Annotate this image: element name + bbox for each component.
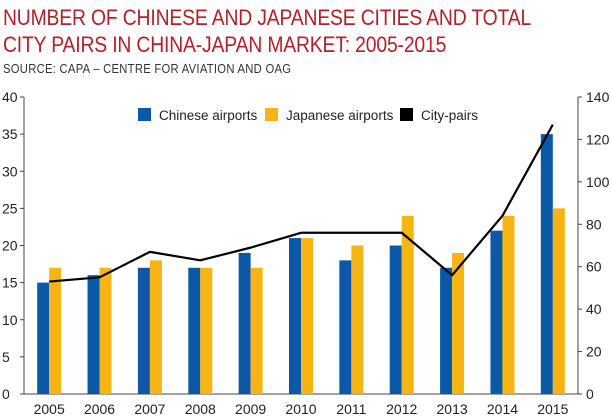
x-tick-label: 2013	[437, 401, 468, 417]
y-left-tick-label: 0	[2, 386, 10, 402]
chinese-airports-bar	[188, 267, 201, 394]
legend-label: City-pairs	[421, 108, 478, 123]
y-left-tick-label: 40	[2, 89, 18, 105]
x-tick-label: 2009	[235, 401, 266, 417]
x-tick-label: 2006	[84, 401, 115, 417]
y-left-tick-label: 25	[2, 200, 18, 216]
city-pairs-line	[49, 124, 554, 283]
chinese-airports-bar	[37, 282, 50, 394]
japanese-airports-bar	[502, 215, 515, 394]
chinese-airports-bar	[87, 275, 100, 394]
japanese-airports-bar	[99, 267, 112, 394]
chart-title-line-1: NUMBER OF CHINESE AND JAPANESE CITIES AN…	[3, 5, 532, 30]
x-tick-label: 2015	[537, 401, 568, 417]
legend-label: Japanese airports	[286, 108, 394, 123]
city-pairs-series-line	[49, 124, 554, 283]
japanese-airports-bar	[401, 215, 414, 394]
japanese-airports-bar	[552, 208, 565, 394]
chinese-airports-bar	[137, 267, 150, 394]
y-left-tick-label: 35	[2, 126, 18, 142]
x-tick-label: 2012	[386, 401, 417, 417]
japanese-airports-bar	[250, 267, 263, 394]
legend: Chinese airports Japanese airports City-pa…	[138, 108, 478, 123]
x-tick-label: 2011	[336, 401, 366, 417]
y-left-tick-label: 30	[2, 163, 18, 179]
chinese-airports-bar	[490, 230, 503, 394]
japanese-airports-bar	[351, 245, 364, 394]
y-right-tick-label: 0	[586, 386, 594, 402]
japanese-airports-bar	[49, 267, 62, 394]
y-right-tick-label: 60	[586, 259, 602, 275]
chinese-airports-bar	[540, 134, 553, 394]
y-right-tick-label: 120	[586, 131, 610, 147]
x-tick-label: 2008	[185, 401, 216, 417]
legend-chinese-airports: Chinese airports	[138, 108, 258, 123]
chinese-airports-bar	[440, 267, 453, 394]
japanese-airports-bar	[301, 238, 313, 394]
chart-title: NUMBER OF CHINESE AND JAPANESE CITIES AN…	[3, 4, 532, 58]
x-tick-label: 2010	[285, 401, 316, 417]
y-left-tick-label: 15	[2, 275, 18, 291]
legend-label: Chinese airports	[159, 108, 258, 123]
y-left-tick-label: 20	[2, 238, 18, 254]
bars	[37, 134, 565, 394]
y-axis-left: 0 5 10 15 20 25 30 35 40	[2, 89, 25, 402]
chinese-airports-bar	[238, 252, 251, 394]
legend-swatch	[400, 108, 413, 121]
chinese-airports-bar	[289, 238, 301, 394]
x-axis: 2005 2006 2007 2008 2009 2010 2011 2012 2013 2014…	[24, 393, 578, 417]
legend-japanese-airports: Japanese airports	[265, 108, 394, 123]
y-right-tick-label: 140	[586, 89, 610, 105]
y-right-tick-label: 40	[586, 301, 602, 317]
y-left-tick-label: 10	[2, 312, 18, 328]
y-axis-right: 0 20 40 60 80 100 120 140	[577, 89, 610, 402]
legend-city-pairs: City-pairs	[400, 108, 478, 123]
chinese-airports-bar	[389, 245, 402, 394]
legend-swatch	[138, 108, 151, 121]
y-right-tick-label: 80	[586, 216, 602, 232]
y-right-tick-label: 100	[586, 174, 610, 190]
japanese-airports-bar	[452, 252, 465, 394]
y-right-tick-label: 20	[586, 344, 602, 360]
x-tick-label: 2007	[134, 401, 165, 417]
chart-title-line-2: CITY PAIRS IN CHINA-JAPAN MARKET: 2005-2…	[3, 32, 447, 57]
japanese-airports-bar	[149, 260, 162, 394]
chart-subtitle: SOURCE: CAPA – CENTRE FOR AVIATION AND O…	[3, 62, 292, 76]
legend-swatch	[265, 108, 278, 121]
x-tick-label: 2014	[487, 401, 518, 417]
x-tick-label: 2005	[34, 401, 65, 417]
japanese-airports-bar	[200, 267, 213, 394]
y-left-tick-label: 5	[2, 349, 10, 365]
chinese-airports-bar	[339, 260, 352, 394]
